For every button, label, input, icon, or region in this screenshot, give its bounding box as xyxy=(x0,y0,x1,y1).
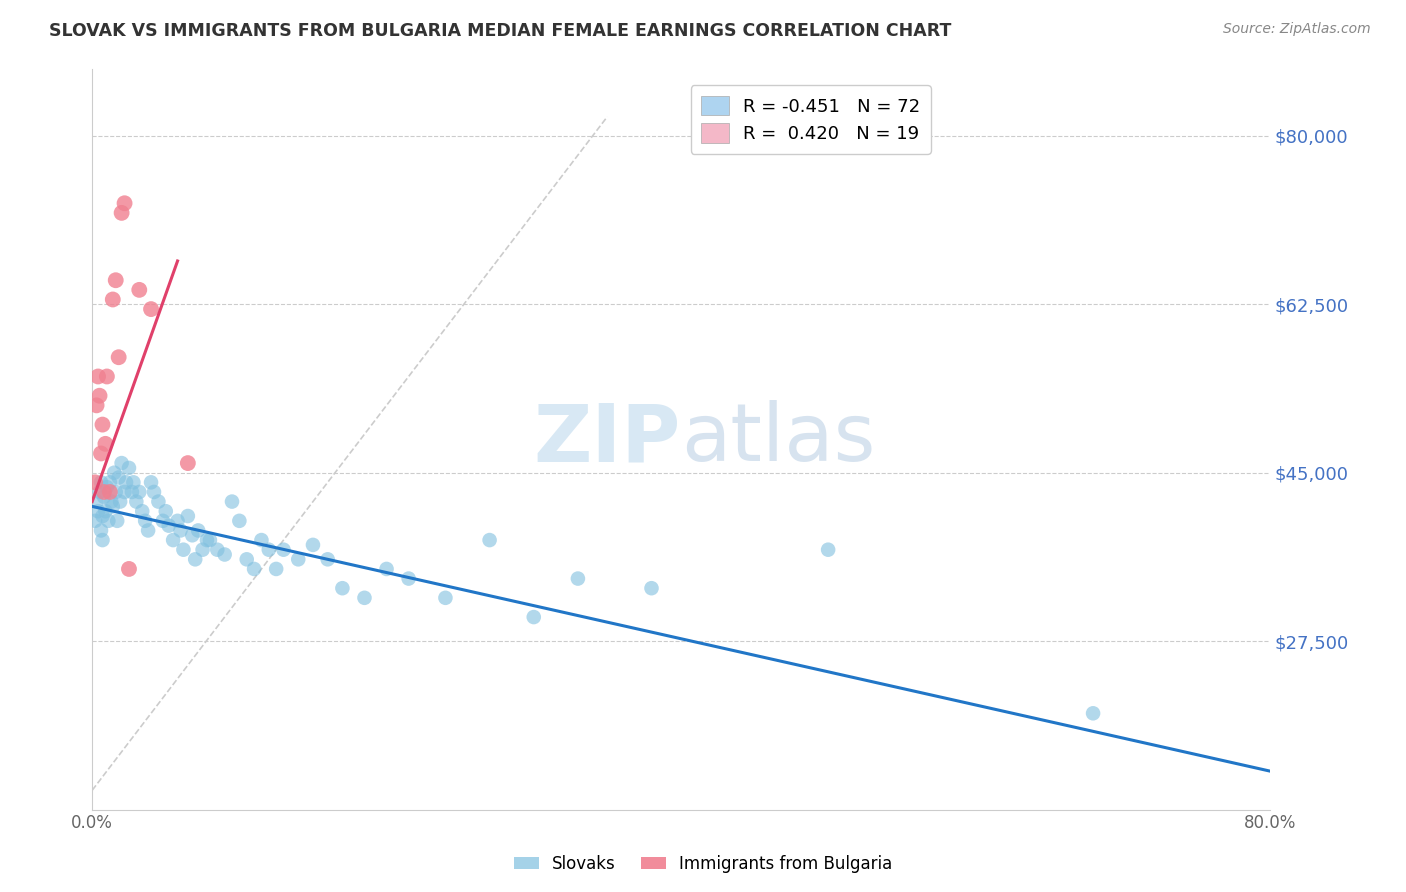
Point xyxy=(104,273,127,287)
Point xyxy=(162,533,184,547)
Point xyxy=(195,533,218,547)
Point xyxy=(100,494,122,508)
Point xyxy=(139,302,162,317)
Point xyxy=(273,542,295,557)
Point xyxy=(86,494,108,508)
Point xyxy=(107,350,129,364)
Point xyxy=(207,542,229,557)
Point xyxy=(96,480,118,494)
Point xyxy=(817,542,839,557)
Point xyxy=(198,533,221,547)
Point xyxy=(101,500,124,514)
Point xyxy=(90,475,112,490)
Point xyxy=(105,514,128,528)
Point xyxy=(89,389,111,403)
Point xyxy=(148,494,170,508)
Point xyxy=(91,508,114,523)
Point xyxy=(143,485,166,500)
Point xyxy=(434,591,457,605)
Legend: Slovaks, Immigrants from Bulgaria: Slovaks, Immigrants from Bulgaria xyxy=(508,848,898,880)
Point xyxy=(118,562,141,576)
Point xyxy=(172,542,194,557)
Point xyxy=(567,572,589,586)
Point xyxy=(87,369,110,384)
Point xyxy=(96,369,118,384)
Text: atlas: atlas xyxy=(681,400,876,478)
Point xyxy=(122,475,145,490)
Point xyxy=(523,610,546,624)
Point xyxy=(152,514,174,528)
Point xyxy=(1081,706,1104,721)
Point xyxy=(177,508,200,523)
Point xyxy=(169,524,191,538)
Point xyxy=(136,524,159,538)
Point xyxy=(110,456,132,470)
Point xyxy=(114,196,136,211)
Point xyxy=(353,591,375,605)
Point xyxy=(108,494,131,508)
Point xyxy=(98,485,121,500)
Point xyxy=(375,562,398,576)
Point xyxy=(139,475,162,490)
Point xyxy=(114,485,136,500)
Point xyxy=(94,504,117,518)
Point xyxy=(250,533,273,547)
Point xyxy=(166,514,188,528)
Legend: R = -0.451   N = 72, R =  0.420   N = 19: R = -0.451 N = 72, R = 0.420 N = 19 xyxy=(690,85,931,153)
Point xyxy=(131,504,153,518)
Point xyxy=(257,542,280,557)
Point xyxy=(177,456,200,470)
Point xyxy=(332,581,354,595)
Point xyxy=(118,461,141,475)
Point xyxy=(181,528,204,542)
Point xyxy=(84,475,107,490)
Point xyxy=(104,485,127,500)
Text: ZIP: ZIP xyxy=(534,400,681,478)
Point xyxy=(157,518,180,533)
Point xyxy=(90,524,112,538)
Text: SLOVAK VS IMMIGRANTS FROM BULGARIA MEDIAN FEMALE EARNINGS CORRELATION CHART: SLOVAK VS IMMIGRANTS FROM BULGARIA MEDIA… xyxy=(49,22,952,40)
Point xyxy=(115,475,138,490)
Point xyxy=(86,398,108,412)
Point xyxy=(398,572,420,586)
Point xyxy=(221,494,243,508)
Point xyxy=(478,533,501,547)
Point xyxy=(235,552,257,566)
Point xyxy=(93,485,115,500)
Point xyxy=(84,514,107,528)
Point xyxy=(90,446,112,460)
Point xyxy=(134,514,156,528)
Point xyxy=(93,490,115,504)
Point xyxy=(187,524,209,538)
Point xyxy=(184,552,207,566)
Point xyxy=(243,562,266,576)
Point xyxy=(97,514,120,528)
Point xyxy=(110,206,132,220)
Point xyxy=(264,562,287,576)
Point xyxy=(101,293,124,307)
Point xyxy=(94,437,117,451)
Point xyxy=(640,581,662,595)
Point xyxy=(214,548,236,562)
Point xyxy=(287,552,309,566)
Point xyxy=(191,542,214,557)
Point xyxy=(128,485,150,500)
Point xyxy=(228,514,250,528)
Point xyxy=(125,494,148,508)
Point xyxy=(91,417,114,432)
Point xyxy=(87,504,110,518)
Point xyxy=(98,475,121,490)
Point xyxy=(91,533,114,547)
Point xyxy=(316,552,339,566)
Point xyxy=(103,466,125,480)
Point xyxy=(107,470,129,484)
Point xyxy=(128,283,150,297)
Text: Source: ZipAtlas.com: Source: ZipAtlas.com xyxy=(1223,22,1371,37)
Point xyxy=(121,485,143,500)
Point xyxy=(89,485,111,500)
Point xyxy=(302,538,325,552)
Point xyxy=(155,504,177,518)
